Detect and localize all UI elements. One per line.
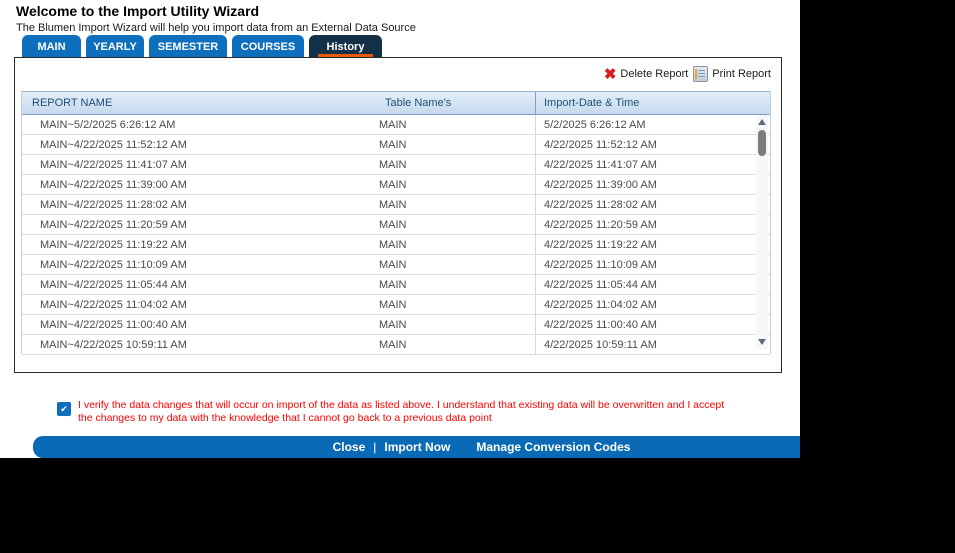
column-header-import-date: Import-Date & Time (535, 92, 770, 114)
table-row[interactable]: MAIN~4/22/2025 11:19:22 AM MAIN 4/22/202… (22, 235, 770, 255)
delete-x-icon: ✖ (603, 65, 617, 83)
manage-conversion-codes-button[interactable]: Manage Conversion Codes (476, 440, 631, 454)
cell-table-name: MAIN (379, 198, 407, 211)
table-row[interactable]: MAIN~4/22/2025 10:59:11 AM MAIN 4/22/202… (22, 335, 770, 355)
tab-bar: MAIN YEARLY SEMESTER COURSES History (22, 35, 382, 58)
table-row[interactable]: MAIN~4/22/2025 11:28:02 AM MAIN 4/22/202… (22, 195, 770, 215)
cell-table-name: MAIN (379, 278, 407, 291)
cell-table-name: MAIN (379, 158, 407, 171)
cell-table-name: MAIN (379, 238, 407, 251)
cell-report-name: MAIN~4/22/2025 11:20:59 AM (40, 218, 187, 231)
table-header-row: REPORT NAME Table Name's Import-Date & T… (22, 91, 770, 115)
footer-action-bar: Close | Import Now Manage Conversion Cod… (33, 436, 800, 458)
table-row[interactable]: MAIN~4/22/2025 11:20:59 AM MAIN 4/22/202… (22, 215, 770, 235)
cell-table-name: MAIN (379, 318, 407, 331)
cell-import-date: 4/22/2025 11:39:00 AM (535, 175, 770, 194)
cell-import-date: 4/22/2025 11:04:02 AM (535, 295, 770, 314)
table-row[interactable]: MAIN~5/2/2025 6:26:12 AM MAIN 5/2/2025 6… (22, 115, 770, 135)
table-body: MAIN~5/2/2025 6:26:12 AM MAIN 5/2/2025 6… (22, 115, 770, 355)
print-report-label: Print Report (712, 68, 771, 80)
cell-report-name: MAIN~4/22/2025 11:19:22 AM (40, 238, 187, 251)
cell-report-name: MAIN~4/22/2025 10:59:11 AM (40, 338, 187, 351)
print-report-button[interactable]: Print Report (693, 66, 771, 82)
history-panel: ✖ Delete Report Print Report REPORT NAME… (14, 57, 782, 373)
cell-import-date: 4/22/2025 11:41:07 AM (535, 155, 770, 174)
import-wizard-window: Welcome to the Import Utility Wizard The… (0, 0, 800, 458)
cell-import-date: 4/22/2025 10:59:11 AM (535, 335, 770, 354)
delete-report-label: Delete Report (620, 68, 689, 80)
tab-main-label: MAIN (37, 40, 66, 53)
tab-semester-label: SEMESTER (157, 40, 219, 53)
cell-table-name: MAIN (379, 298, 407, 311)
import-now-button[interactable]: Import Now (384, 440, 451, 454)
tab-courses-label: COURSES (240, 40, 296, 53)
table-row[interactable]: MAIN~4/22/2025 11:52:12 AM MAIN 4/22/202… (22, 135, 770, 155)
vertical-scrollbar[interactable] (756, 115, 768, 349)
scroll-up-icon[interactable] (758, 119, 766, 125)
table-row[interactable]: MAIN~4/22/2025 11:05:44 AM MAIN 4/22/202… (22, 275, 770, 295)
cell-import-date: 4/22/2025 11:05:44 AM (535, 275, 770, 294)
tab-yearly-label: YEARLY (93, 40, 137, 53)
tab-yearly[interactable]: YEARLY (86, 35, 144, 58)
cell-report-name: MAIN~4/22/2025 11:39:00 AM (40, 178, 187, 191)
table-row[interactable]: MAIN~4/22/2025 11:00:40 AM MAIN 4/22/202… (22, 315, 770, 335)
cell-report-name: MAIN~4/22/2025 11:10:09 AM (40, 258, 187, 271)
cell-report-name: MAIN~4/22/2025 11:00:40 AM (40, 318, 187, 331)
cell-report-name: MAIN~4/22/2025 11:41:07 AM (40, 158, 187, 171)
cell-report-name: MAIN~4/22/2025 11:28:02 AM (40, 198, 187, 211)
footer-links: Close | Import Now Manage Conversion Cod… (333, 440, 631, 454)
cell-import-date: 4/22/2025 11:00:40 AM (535, 315, 770, 334)
scroll-down-icon[interactable] (758, 339, 766, 345)
verify-disclaimer-text: I verify the data changes that will occu… (78, 399, 725, 424)
tab-courses[interactable]: COURSES (232, 35, 304, 58)
footer-separator: | (373, 440, 377, 454)
page-subtitle: The Blumen Import Wizard will help you i… (16, 22, 416, 34)
table-row[interactable]: MAIN~4/22/2025 11:39:00 AM MAIN 4/22/202… (22, 175, 770, 195)
delete-report-button[interactable]: ✖ Delete Report (603, 65, 689, 83)
column-header-table-names: Table Name's (385, 97, 452, 109)
cell-import-date: 4/22/2025 11:10:09 AM (535, 255, 770, 274)
cell-report-name: MAIN~4/22/2025 11:04:02 AM (40, 298, 187, 311)
cell-table-name: MAIN (379, 138, 407, 151)
tab-semester[interactable]: SEMESTER (149, 35, 227, 58)
close-button[interactable]: Close (332, 440, 366, 454)
cell-import-date: 4/22/2025 11:28:02 AM (535, 195, 770, 214)
report-toolbar: ✖ Delete Report Print Report (604, 66, 771, 82)
column-header-report-name: REPORT NAME (32, 97, 113, 109)
cell-report-name: MAIN~5/2/2025 6:26:12 AM (40, 118, 176, 131)
report-history-table: REPORT NAME Table Name's Import-Date & T… (21, 91, 771, 355)
cell-import-date: 4/22/2025 11:19:22 AM (535, 235, 770, 254)
cell-table-name: MAIN (379, 218, 407, 231)
table-row[interactable]: MAIN~4/22/2025 11:04:02 AM MAIN 4/22/202… (22, 295, 770, 315)
cell-import-date: 5/2/2025 6:26:12 AM (535, 115, 770, 134)
cell-report-name: MAIN~4/22/2025 11:52:12 AM (40, 138, 187, 151)
cell-table-name: MAIN (379, 178, 407, 191)
printer-icon (693, 66, 709, 82)
cell-table-name: MAIN (379, 338, 407, 351)
tab-history[interactable]: History (309, 35, 382, 58)
cell-import-date: 4/22/2025 11:52:12 AM (535, 135, 770, 154)
cell-table-name: MAIN (379, 118, 407, 131)
tab-main[interactable]: MAIN (22, 35, 81, 58)
cell-table-name: MAIN (379, 258, 407, 271)
table-row[interactable]: MAIN~4/22/2025 11:41:07 AM MAIN 4/22/202… (22, 155, 770, 175)
active-tab-indicator (318, 54, 373, 58)
tab-history-label: History (326, 40, 365, 53)
table-row[interactable]: MAIN~4/22/2025 11:10:09 AM MAIN 4/22/202… (22, 255, 770, 275)
page-title: Welcome to the Import Utility Wizard (16, 3, 260, 19)
verify-checkbox[interactable] (57, 402, 71, 416)
cell-import-date: 4/22/2025 11:20:59 AM (535, 215, 770, 234)
cell-report-name: MAIN~4/22/2025 11:05:44 AM (40, 278, 187, 291)
scrollbar-thumb[interactable] (758, 130, 766, 156)
